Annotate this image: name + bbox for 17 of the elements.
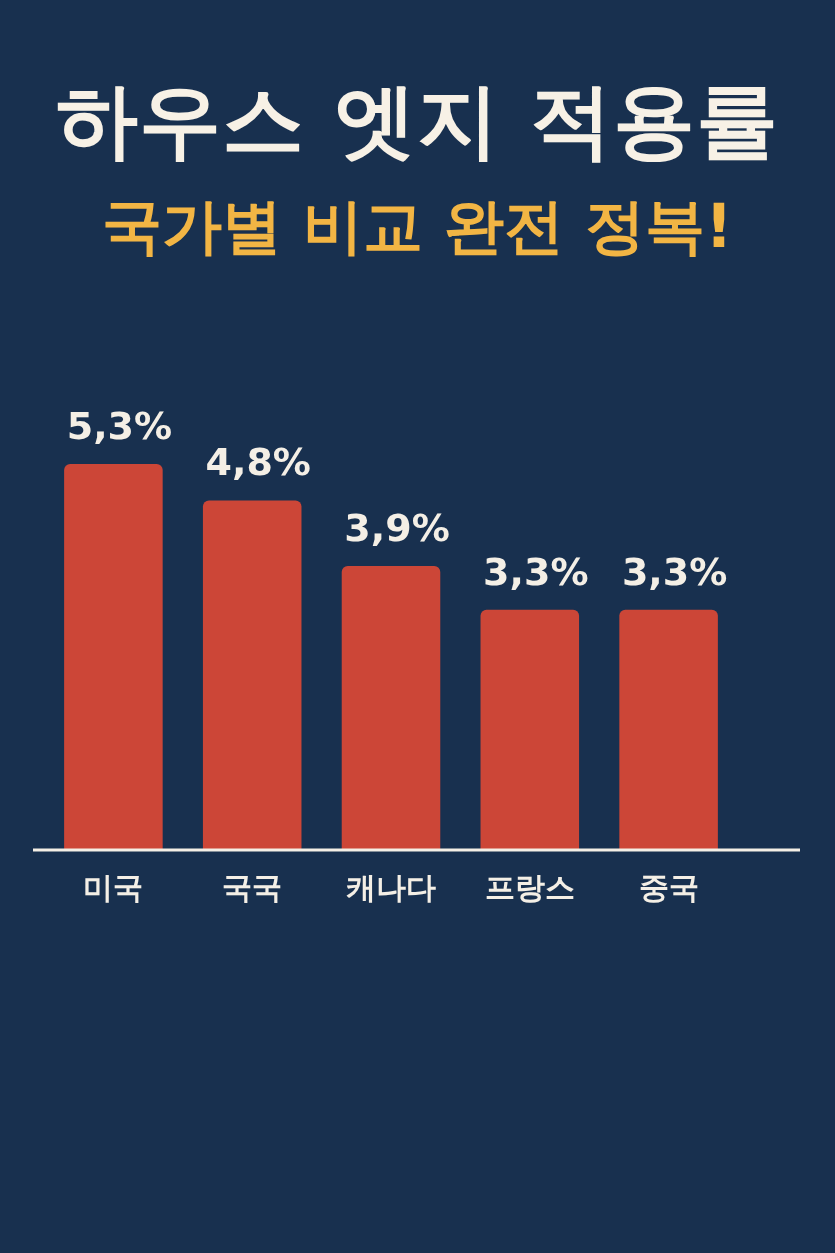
bar <box>341 565 441 850</box>
data-label: 5,3% <box>66 403 173 448</box>
chart-title: 하우스 엣지 적용률 <box>54 72 781 170</box>
chart-subtitle: 국가별 비교 완전 정복! <box>101 190 734 262</box>
bar <box>64 463 163 850</box>
x-tick-label: 중국 <box>638 869 699 905</box>
x-tick-label: 미국 <box>83 869 144 905</box>
x-tick-label: 캐나다 <box>346 869 436 905</box>
bar <box>619 609 718 850</box>
bar <box>480 609 580 850</box>
bar <box>202 500 302 850</box>
data-label: 4,8% <box>205 440 311 485</box>
x-tick-label: 프랑스 <box>484 869 575 905</box>
data-label: 3,3% <box>621 549 728 594</box>
data-label: 3,9% <box>344 505 450 550</box>
data-label: 3,3% <box>483 549 589 594</box>
x-tick-label: 국국 <box>222 869 283 905</box>
